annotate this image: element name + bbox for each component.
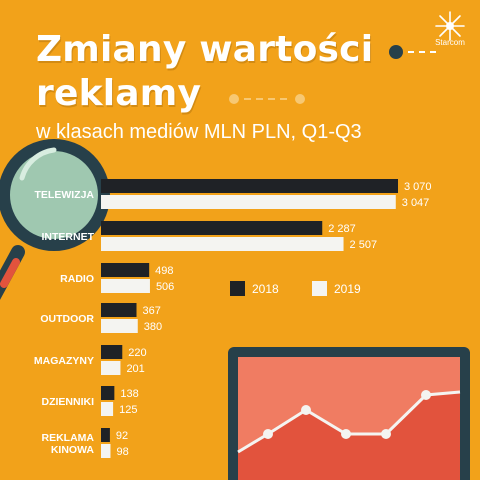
monitor-icon: [228, 347, 470, 480]
bar-2019: [101, 279, 150, 293]
value-label: 367: [143, 305, 161, 317]
bar-2019: [101, 361, 121, 375]
page-subtitle: w klasach mediów MLN PLN, Q1-Q3: [36, 121, 362, 143]
value-label: 506: [156, 281, 174, 293]
bar-2018: [101, 221, 323, 235]
category-label: INTERNET: [42, 231, 95, 243]
value-label: 498: [155, 265, 173, 277]
decorative-dots: [229, 45, 436, 104]
bar-2019: [101, 237, 344, 251]
category-label: OUTDOOR: [40, 313, 94, 325]
bar-2019: [101, 195, 396, 209]
page-title-line2: reklamy: [36, 73, 202, 114]
value-label: 201: [126, 363, 144, 375]
category-label: DZIENNIKI: [42, 396, 95, 408]
bar-2018: [101, 428, 110, 442]
bar-2018: [101, 263, 150, 277]
legend-label: 2019: [334, 282, 361, 296]
value-label: 3 070: [404, 181, 432, 193]
legend-swatch-2018: [230, 281, 245, 296]
bar-2019: [101, 319, 138, 333]
value-label: 2 287: [328, 223, 356, 235]
value-label: 92: [116, 430, 128, 442]
legend-swatch-2019: [312, 281, 327, 296]
category-label-line: KINOWA: [51, 444, 95, 456]
category-label: TELEWIZJA: [35, 189, 95, 201]
category-label: REKLAMA KINOWA: [42, 432, 95, 456]
value-label: 220: [128, 347, 146, 359]
value-label: 3 047: [402, 197, 430, 209]
bar-2018: [101, 386, 115, 400]
value-label: 2 507: [350, 239, 378, 251]
legend-label: 2018: [252, 282, 279, 296]
logo-label: Starcom: [435, 38, 465, 47]
value-label: 98: [116, 446, 128, 458]
value-label: 125: [119, 404, 137, 416]
bar-2019: [101, 444, 111, 458]
category-label: RADIO: [60, 273, 94, 285]
bar-2018: [101, 179, 398, 193]
value-label: 380: [144, 321, 162, 333]
bar-2018: [101, 303, 137, 317]
category-label-line: REKLAMA: [42, 432, 95, 444]
starcom-logo-icon: [435, 11, 465, 41]
bar-2018: [101, 345, 123, 359]
value-label: 138: [120, 388, 138, 400]
bar-2019: [101, 402, 114, 416]
page-title-line1: Zmiany wartości: [36, 29, 374, 70]
category-label: MAGAZYNY: [34, 355, 94, 367]
